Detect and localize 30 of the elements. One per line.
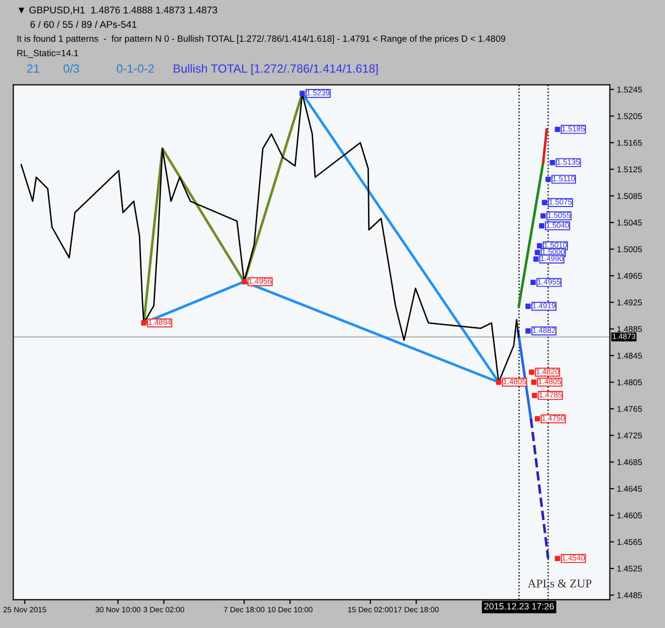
text: 21 — [27, 64, 40, 73]
y-tick-label: 1.4685 — [617, 459, 642, 466]
y-tick-label: 1.4485 — [617, 592, 642, 598]
y-tick-label: 1.4525 — [617, 566, 642, 572]
y-tick-label: 1.4925 — [617, 300, 642, 306]
y-tick-label: 1.5205 — [617, 113, 642, 120]
text: It is found 1 patterns - for pattern N 0 - Bullish TOTAL [1.272/.786/1.414/1.618] - 1.4791 < Range of the prices D < 1.4809 — [17, 35, 506, 44]
text: RL_Static=14.1 — [17, 50, 78, 58]
y-tick-label: 1.5085 — [617, 193, 642, 199]
y-tick-label: 1.5045 — [617, 220, 642, 226]
y-tick-label: 1.5165 — [617, 140, 642, 146]
y-tick-label: 1.4805 — [617, 379, 642, 386]
y-tick-label: 1.5005 — [617, 246, 642, 252]
chart-title: ▼ GBPUSD,H1 1.4876 1.4888 1.4873 1.4873 — [18, 6, 218, 15]
y-tick-label: 1.4965 — [617, 272, 642, 279]
y-tick-label: 1.4845 — [617, 352, 642, 359]
y-tick-label: 1.4565 — [617, 539, 642, 545]
text: 0-1-0-2 — [116, 64, 154, 73]
y-tick-label: 1.4645 — [617, 486, 642, 492]
annotation: APLs & ZUP — [528, 579, 592, 588]
text: 0/3 — [64, 64, 80, 73]
y-tick-label: 1.5125 — [617, 166, 642, 172]
text: Bullish TOTAL [1.272/.786/1.414/1.618] — [174, 64, 378, 76]
y-tick-label: 1.4885 — [617, 326, 642, 332]
y-tick-label: 1.4765 — [617, 406, 642, 412]
y-tick-label: 1.4605 — [617, 512, 642, 518]
y-tick-label: 1.5245 — [617, 86, 642, 93]
y-tick-label: 1.4725 — [617, 432, 642, 439]
chart-subtitle: 6 / 60 / 55 / 89 / APs-541 — [30, 20, 136, 28]
ref-line-label: 2015.12.23 17:26 — [484, 603, 554, 610]
